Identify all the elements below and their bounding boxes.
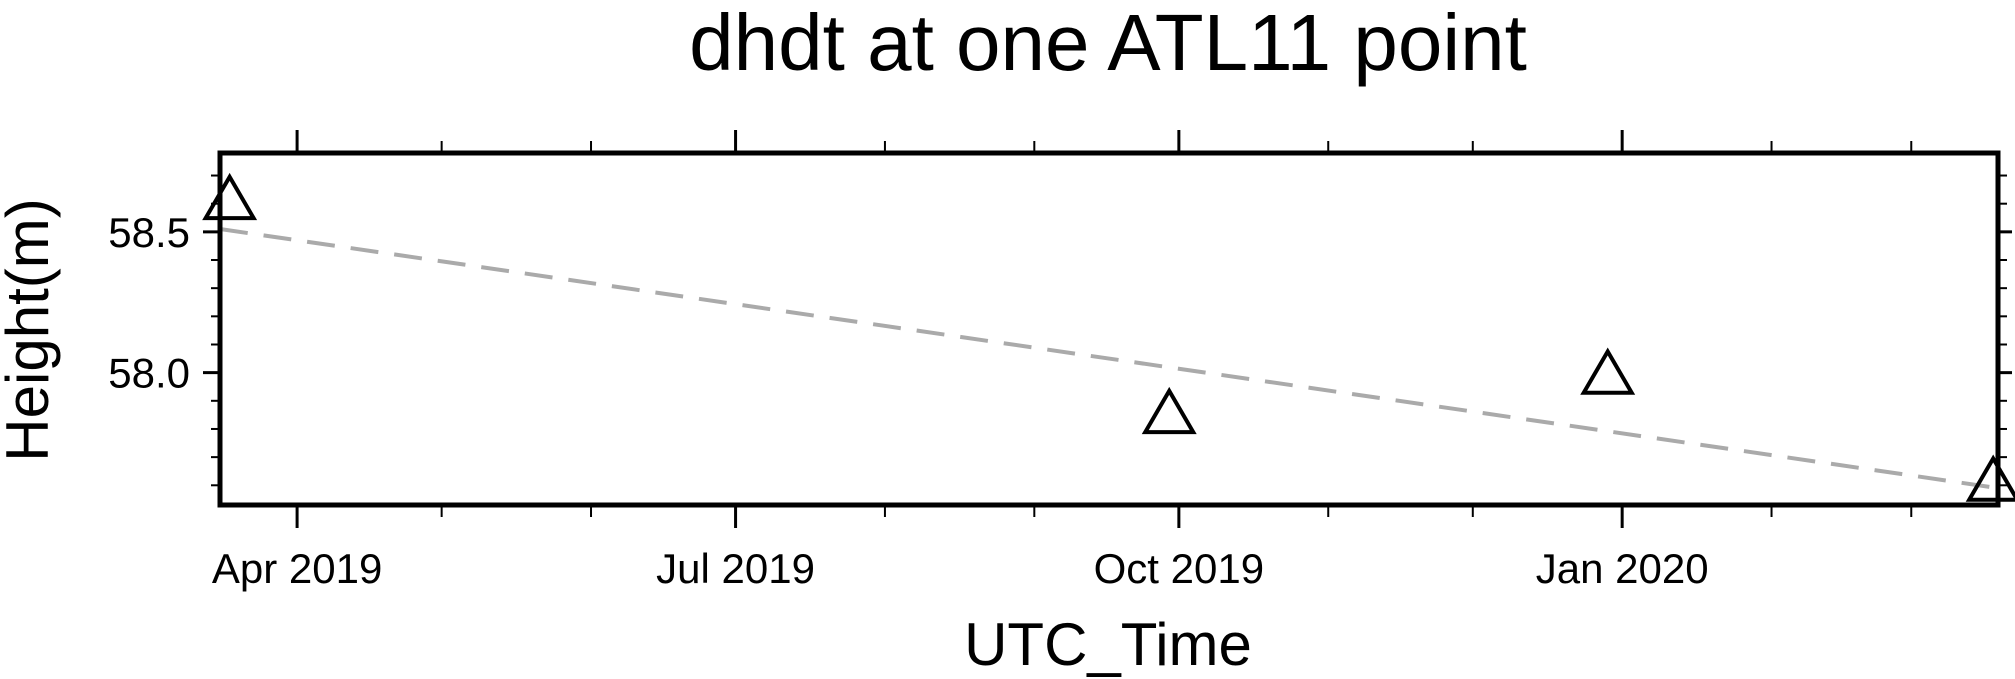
trend-line <box>219 227 1999 491</box>
data-point <box>1141 386 1197 435</box>
chart-title: dhdt at one ATL11 point <box>689 0 1527 87</box>
tick-labels: Apr 2019 Jul 2019 Oct 2019 Jan 2020 58.0 58.5 <box>108 209 1708 592</box>
y-tick-label: 58.0 <box>108 350 190 397</box>
data-point <box>202 172 258 221</box>
x-axis-label: UTC_Time <box>964 611 1252 678</box>
x-tick-label: Apr 2019 <box>212 545 382 592</box>
plot-frame <box>217 150 2001 508</box>
data-points <box>202 172 2015 502</box>
x-tick-label: Jul 2019 <box>656 545 815 592</box>
x-tick-label: Oct 2019 <box>1094 545 1264 592</box>
y-axis-label: Height(m) <box>0 198 61 461</box>
x-tick-label: Jan 2020 <box>1536 545 1709 592</box>
data-point <box>1965 454 2015 502</box>
y-tick-label: 58.5 <box>108 209 190 256</box>
major-ticks <box>203 130 2012 528</box>
data-point <box>1580 347 1636 395</box>
minor-ticks <box>211 141 2007 517</box>
